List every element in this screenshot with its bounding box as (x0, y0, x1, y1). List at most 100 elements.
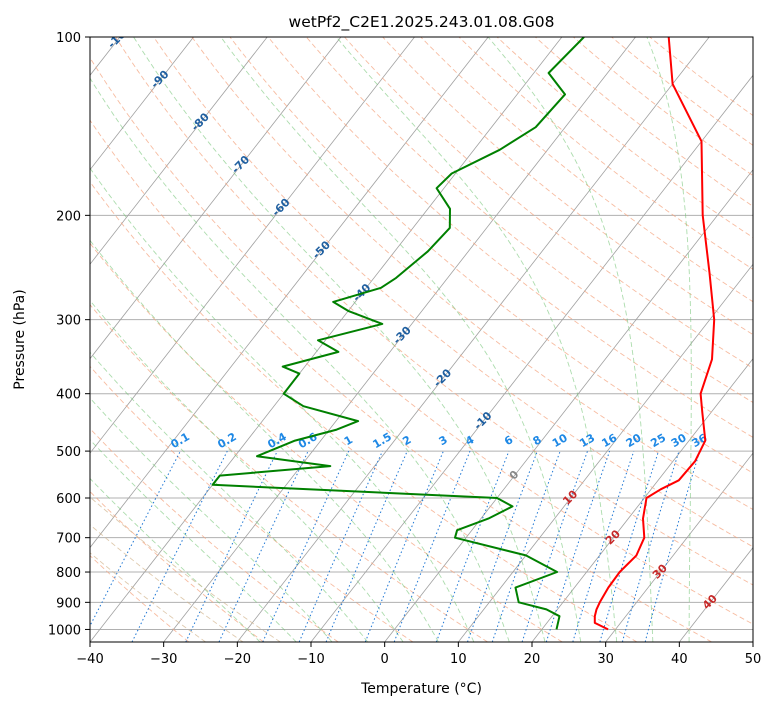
y-tick-label: 100 (56, 31, 81, 46)
moist-adiabat (220, 37, 582, 642)
mixing-ratio-label: 3 (437, 433, 450, 448)
dry-adiabat (344, 37, 753, 369)
mixing-ratio-line (572, 450, 635, 642)
y-tick-label: 900 (56, 596, 81, 611)
mixing-ratio-line (644, 450, 701, 642)
y-tick-label: 600 (56, 492, 81, 507)
y-axis: 100 200 300 400 500 600 700 800 900 1000 (48, 31, 90, 638)
x-tick-label: −40 (76, 652, 103, 667)
mixing-ratio-line (218, 450, 309, 642)
moist-adiabat (90, 239, 439, 642)
y-tick-label: 300 (56, 314, 81, 329)
mixing-ratio-label: 0.2 (215, 430, 238, 451)
y-tick-label: 800 (56, 566, 81, 581)
x-tick-label: −30 (150, 652, 177, 667)
dry-adiabat (191, 37, 753, 511)
y-tick-label: 700 (56, 532, 81, 547)
dry-adiabat (90, 490, 264, 642)
isotherm-line (90, 37, 268, 265)
x-tick-label: 0 (381, 652, 389, 667)
y-axis-label: Pressure (hPa) (12, 289, 28, 389)
mixing-ratio-line (467, 450, 538, 642)
mixing-ratio-label: 10 (550, 431, 570, 450)
x-tick-label: 20 (524, 652, 541, 667)
mixing-ratio-line (521, 450, 588, 642)
moist-adiabat (90, 397, 333, 642)
moist-adiabat (90, 167, 475, 642)
dry-adiabat (90, 304, 488, 642)
isotherm-line (458, 263, 753, 642)
saturation-line (90, 552, 206, 642)
dry-adiabat (573, 37, 753, 177)
moist-adiabat (90, 439, 297, 642)
temperature-profile (593, 37, 716, 631)
x-axis: −40 −30 −20 −10 0 10 20 30 40 50 (76, 642, 761, 667)
isotherm-line (237, 37, 710, 642)
isotherm-line (605, 452, 753, 642)
mixing-ratio-label: 0.6 (296, 430, 320, 451)
mixing-ratio-line (545, 450, 611, 642)
mixing-ratio-label: 36 (690, 431, 710, 450)
moist-adiabat (90, 299, 404, 642)
mixing-ratio-line (185, 450, 278, 642)
x-tick-label: 30 (597, 652, 614, 667)
moist-adiabat (90, 77, 510, 642)
isotherm-label: -10 (471, 409, 494, 432)
mixing-ratio-line (262, 450, 350, 642)
mixing-ratio-label: 2 (400, 433, 413, 448)
mixing-ratio-label: 6 (502, 433, 515, 448)
x-axis-label: Temperature (°C) (360, 681, 482, 697)
mixing-ratio-label: 30 (669, 431, 689, 450)
mixing-ratio-label: 25 (648, 431, 668, 450)
mixing-ratio-line (131, 450, 228, 642)
dry-adiabat (496, 37, 753, 239)
x-tick-label: −10 (297, 652, 324, 667)
mixing-ratio-line (364, 450, 444, 642)
isotherm-line (163, 37, 636, 642)
plot-area: -100-90-80-70-60-50-40-30-20-10010203040… (90, 37, 753, 642)
mixing-ratio-line (90, 450, 181, 628)
x-tick-label: 40 (671, 652, 688, 667)
mixing-ratio-line (298, 450, 383, 642)
mixing-ratio-label: 20 (624, 431, 644, 450)
mixing-ratio-line (325, 450, 408, 642)
moist-adiabat (90, 351, 369, 642)
isotherm-line (90, 37, 489, 549)
dry-adiabat (90, 119, 712, 642)
moist-adiabat (336, 37, 618, 642)
x-tick-label: 10 (450, 652, 467, 667)
isotherm-label: 0 (507, 468, 522, 483)
dry-adiabat (305, 37, 753, 403)
mixing-ratio-line (491, 450, 561, 642)
isotherm-label: -30 (391, 324, 414, 347)
saturation-line (90, 524, 244, 642)
mixing-ratio-label: 13 (577, 431, 597, 450)
mixing-ratio-label: 1 (342, 433, 355, 448)
mixing-ratio-label: 1.5 (371, 430, 394, 451)
isotherm-line (310, 74, 753, 642)
isotherm-label: 40 (700, 592, 720, 612)
mixing-ratio-label: 4 (463, 433, 476, 448)
moist-adiabat (646, 37, 692, 642)
mixing-ratio-label: 0.1 (168, 430, 191, 451)
dry-adiabat (153, 37, 753, 548)
isotherm-label: -20 (431, 366, 454, 389)
isotherm-label: -50 (310, 238, 333, 261)
isotherm-line (531, 358, 753, 642)
mixing-ratio-line (621, 450, 680, 642)
isotherm-label: -80 (189, 110, 212, 133)
isotherm-line (384, 169, 753, 642)
dry-adiabat (229, 37, 753, 474)
dry-adiabat (267, 37, 753, 438)
moist-adiabat (90, 477, 261, 642)
saturation-line (90, 496, 281, 642)
mixing-ratio-line (599, 450, 659, 642)
dry-adiabat (534, 37, 753, 207)
dewpoint-profile (211, 37, 585, 630)
moist-adiabat (133, 37, 546, 642)
dry-adiabat (90, 427, 339, 642)
isotherm-label: -90 (148, 67, 171, 90)
mixing-ratio-line (435, 450, 510, 642)
moist-adiabat (487, 37, 654, 642)
